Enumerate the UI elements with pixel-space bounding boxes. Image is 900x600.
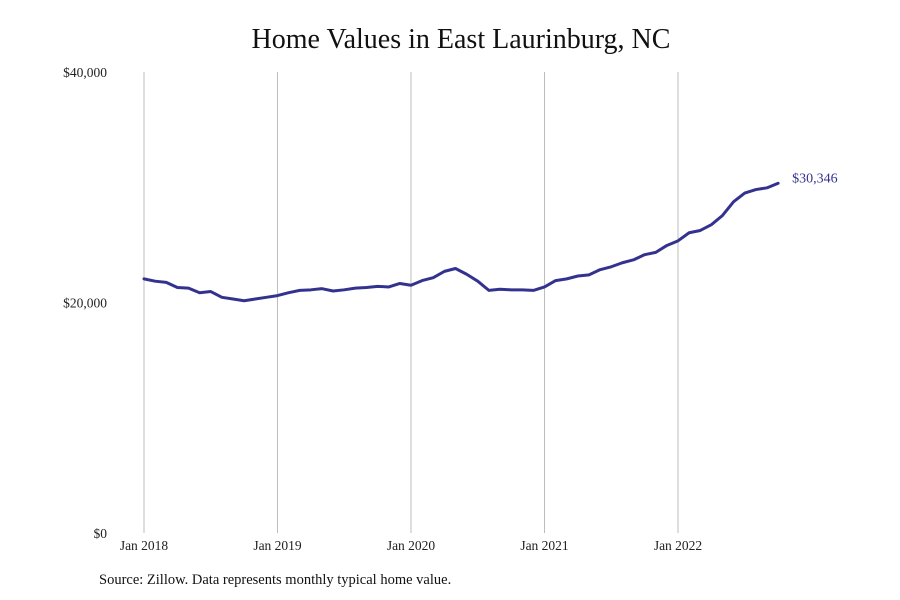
chart-title: Home Values in East Laurinburg, NC	[251, 24, 671, 55]
y-tick-label: $0	[94, 526, 108, 541]
grid-layer	[143, 72, 679, 533]
x-tick-label: Jan 2020	[387, 538, 436, 553]
y-axis-ticks: $0 $20,000 $40,000	[63, 65, 107, 541]
x-axis-ticks: Jan 2018 Jan 2019 Jan 2020 Jan 2021 Jan 2022	[120, 538, 702, 553]
y-tick-label: $40,000	[63, 65, 107, 80]
end-value-label: $30,346	[792, 171, 838, 186]
x-tick-label: Jan 2019	[253, 538, 302, 553]
x-tick-label: Jan 2018	[120, 538, 169, 553]
x-tick-label: Jan 2021	[520, 538, 568, 553]
x-tick-label: Jan 2022	[654, 538, 702, 553]
source-note: Source: Zillow. Data represents monthly …	[99, 572, 452, 588]
home-value-line	[142, 181, 780, 303]
y-tick-label: $20,000	[63, 296, 107, 311]
